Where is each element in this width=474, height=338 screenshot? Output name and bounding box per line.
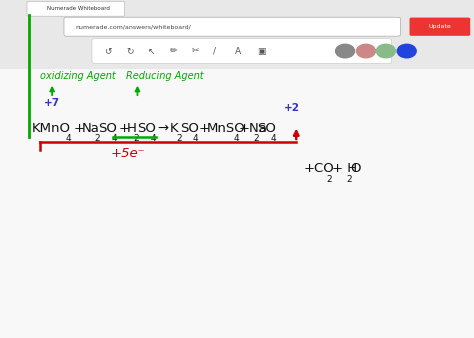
Text: O: O [350, 163, 360, 175]
Circle shape [336, 44, 355, 58]
Text: 2: 2 [346, 175, 352, 184]
Text: /: / [213, 47, 216, 55]
Text: 4: 4 [65, 134, 71, 143]
Text: Update: Update [428, 24, 451, 29]
Text: +: + [118, 122, 129, 135]
FancyBboxPatch shape [92, 39, 392, 64]
Text: →: → [157, 122, 168, 135]
Text: + H: + H [332, 163, 357, 175]
Text: KMnO: KMnO [32, 122, 71, 135]
Text: 4: 4 [151, 134, 156, 143]
Text: SO: SO [99, 122, 118, 135]
Bar [0, 69, 474, 338]
FancyBboxPatch shape [64, 17, 401, 36]
Text: ↖: ↖ [148, 47, 155, 55]
Text: ↺: ↺ [104, 47, 112, 55]
Text: 2: 2 [254, 134, 259, 143]
FancyBboxPatch shape [27, 1, 125, 16]
Text: +CO: +CO [303, 163, 334, 175]
Text: A: A [235, 47, 241, 55]
Text: 2: 2 [326, 175, 332, 184]
Text: +: + [199, 122, 210, 135]
Text: ↻: ↻ [126, 47, 134, 55]
Bar [0, 0, 474, 69]
Text: Na: Na [82, 122, 100, 135]
FancyBboxPatch shape [410, 18, 470, 36]
Text: H: H [127, 122, 137, 135]
Text: numerade.com/answers/whiteboard/: numerade.com/answers/whiteboard/ [76, 24, 191, 29]
Text: +Na: +Na [238, 122, 267, 135]
Text: 2: 2 [176, 134, 182, 143]
Circle shape [397, 44, 416, 58]
Text: +5e⁻: +5e⁻ [110, 147, 146, 160]
Text: Reducing Agent: Reducing Agent [126, 71, 203, 81]
Text: +2: +2 [283, 103, 300, 113]
Text: ✏: ✏ [170, 47, 177, 55]
Circle shape [356, 44, 375, 58]
Text: +: + [73, 122, 84, 135]
Text: 4: 4 [271, 134, 276, 143]
Text: 4: 4 [112, 134, 118, 143]
Text: 2: 2 [134, 134, 139, 143]
Text: Numerade Whiteboard: Numerade Whiteboard [47, 6, 110, 11]
Circle shape [376, 44, 395, 58]
Text: oxidizing Agent: oxidizing Agent [40, 71, 116, 81]
Text: SO: SO [137, 122, 156, 135]
Text: SO: SO [257, 122, 276, 135]
Text: 2: 2 [95, 134, 100, 143]
Text: MnSO: MnSO [207, 122, 246, 135]
Text: K: K [170, 122, 178, 135]
Text: SO: SO [180, 122, 199, 135]
Text: 4: 4 [193, 134, 199, 143]
Text: ✂: ✂ [191, 47, 199, 55]
Text: ▣: ▣ [257, 47, 265, 55]
Text: 4: 4 [234, 134, 239, 143]
Text: +7: +7 [44, 98, 60, 108]
